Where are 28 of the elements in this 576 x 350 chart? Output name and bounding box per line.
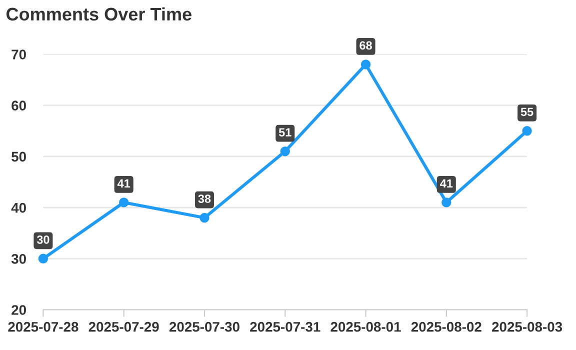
y-tick-label: 70	[12, 50, 26, 60]
y-tick-label: 30	[11, 254, 26, 264]
data-label: 51	[278, 128, 292, 137]
data-label: 41	[117, 179, 130, 188]
x-tick-label: 2025-08-03	[492, 322, 562, 332]
point	[442, 198, 452, 208]
data-label: 38	[198, 194, 211, 203]
x-tick-label: 2025-07-28	[8, 322, 78, 332]
y-tick-label: 60	[12, 100, 26, 111]
x-tick-label: 2025-07-30	[169, 322, 240, 332]
data-label: 30	[36, 235, 50, 244]
point	[200, 212, 210, 223]
data-label: 68	[360, 41, 372, 50]
point	[118, 198, 129, 208]
y-tick-label: 20	[12, 305, 26, 315]
x-tick-label: 2025-08-01	[330, 322, 401, 332]
y-tick-label: 50	[12, 152, 26, 162]
point	[38, 254, 48, 264]
x-tick-label: 2025-07-29	[88, 322, 159, 332]
x-tick-label: 2025-08-02	[411, 322, 482, 332]
data-label: 55	[520, 108, 534, 116]
x-tick-label: 2025-07-31	[250, 322, 320, 332]
point	[522, 126, 532, 136]
data-label: 41	[440, 179, 453, 188]
y-tick-label: 40	[11, 202, 26, 213]
point	[280, 146, 290, 156]
point	[360, 60, 371, 70]
chart-title: Comments Over Time	[6, 7, 192, 21]
